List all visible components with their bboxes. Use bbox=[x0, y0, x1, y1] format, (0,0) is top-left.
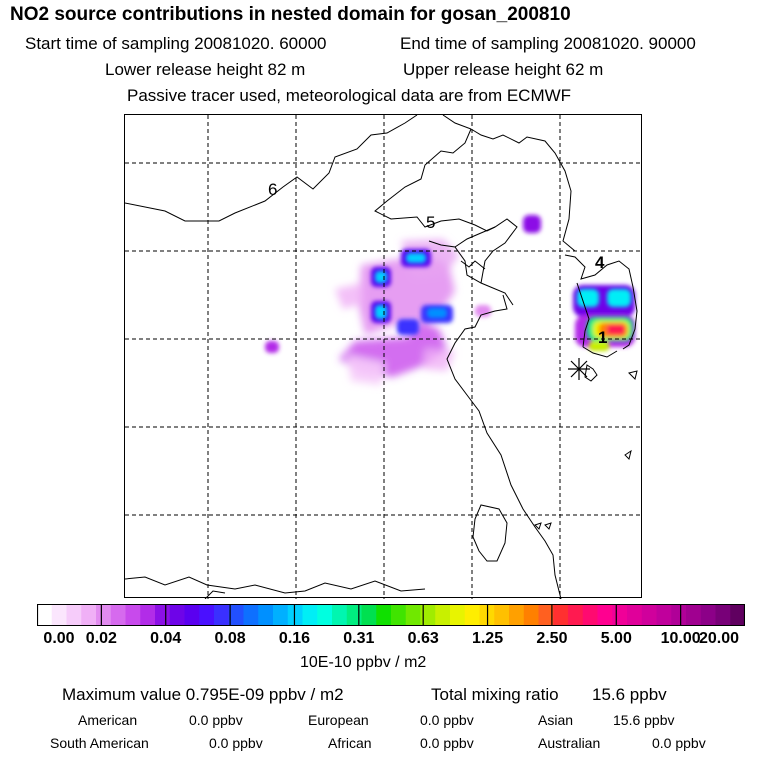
colorbar-swatch bbox=[671, 604, 687, 626]
colorbar-swatch bbox=[169, 604, 186, 626]
colorbar-swatch bbox=[199, 604, 215, 626]
colorbar-swatch bbox=[420, 604, 436, 626]
region-value: 0.0 ppbv bbox=[189, 712, 243, 728]
colorbar-swatch bbox=[405, 604, 422, 626]
region-value: 0.0 ppbv bbox=[652, 735, 706, 751]
colorbar-tick-label: 20.00 bbox=[698, 630, 740, 647]
colorbar-swatch bbox=[553, 604, 569, 626]
region-value: 0.0 ppbv bbox=[420, 735, 474, 751]
colorbar-swatch bbox=[538, 604, 554, 626]
region-value: 0.0 ppbv bbox=[420, 712, 474, 728]
colorbar-tick-label: 1.25 bbox=[471, 630, 504, 647]
colorbar-tick-label: 10.00 bbox=[660, 630, 701, 647]
colorbar-tick-label: 5.00 bbox=[600, 630, 632, 647]
lower-release-height: Lower release height 82 m bbox=[105, 60, 306, 79]
colorbar-swatch bbox=[317, 604, 333, 626]
colorbar-swatch bbox=[568, 604, 584, 626]
chart-title: NO2 source contributions in nested domai… bbox=[10, 4, 571, 25]
colorbar-swatch bbox=[81, 604, 97, 626]
colorbar-tick-label: 0.02 bbox=[85, 630, 117, 647]
maximum-value: Maximum value 0.795E-09 ppbv / m2 bbox=[62, 685, 344, 704]
colorbar-swatch bbox=[51, 604, 68, 626]
plume-field bbox=[265, 215, 635, 385]
colorbar bbox=[37, 604, 745, 626]
region-name: African bbox=[328, 735, 372, 751]
colorbar-swatch bbox=[612, 604, 628, 626]
region-label-4: 4 bbox=[595, 253, 605, 272]
colorbar-swatch bbox=[243, 604, 259, 626]
colorbar-swatch bbox=[464, 604, 481, 626]
colorbar-swatch bbox=[332, 604, 348, 626]
region-value: 0.0 ppbv bbox=[209, 735, 263, 751]
colorbar-swatch bbox=[627, 604, 643, 626]
colorbar-tick-label: 0.04 bbox=[150, 630, 182, 647]
colorbar-outline bbox=[37, 604, 745, 626]
colorbar-tick-label: 0.00 bbox=[43, 630, 75, 647]
colorbar-swatch bbox=[523, 604, 540, 626]
region-name: Asian bbox=[538, 712, 574, 728]
colorbar-swatch bbox=[730, 604, 745, 626]
colorbar-swatch bbox=[435, 604, 451, 626]
colorbar-swatch bbox=[597, 604, 613, 626]
colorbar-swatch bbox=[376, 604, 392, 626]
region-label-5: 5 bbox=[426, 213, 435, 232]
colorbar-swatch bbox=[258, 604, 274, 626]
colorbar-swatch bbox=[228, 604, 245, 626]
colorbar-swatch bbox=[346, 604, 363, 626]
colorbar-swatch bbox=[37, 604, 53, 626]
colorbar-swatch bbox=[700, 604, 717, 626]
colorbar-swatch bbox=[110, 604, 127, 626]
colorbar-swatch bbox=[66, 604, 82, 626]
map-panel: 6 5 4 1 bbox=[124, 114, 643, 599]
colorbar-swatch bbox=[494, 604, 510, 626]
colorbar-tick-label: 0.16 bbox=[278, 630, 311, 647]
total-mixing-label: Total mixing ratio bbox=[431, 685, 559, 704]
region-label-6: 6 bbox=[268, 180, 277, 199]
colorbar-swatch bbox=[686, 604, 702, 626]
colorbar-swatch bbox=[450, 604, 466, 626]
receptor-marker bbox=[568, 358, 590, 380]
colorbar-tick-label: 0.63 bbox=[407, 630, 439, 647]
total-mixing-value: 15.6 ppbv bbox=[592, 685, 667, 704]
colorbar-tick-label: 2.50 bbox=[536, 630, 568, 647]
colorbar-swatch bbox=[656, 604, 672, 626]
region-label-1: 1 bbox=[598, 328, 607, 347]
region-name: Australian bbox=[538, 735, 601, 751]
colorbar-swatch bbox=[509, 604, 525, 626]
upper-release-height: Upper release height 62 m bbox=[403, 60, 604, 79]
colorbar-swatch bbox=[361, 604, 377, 626]
colorbar-tick-label: 0.08 bbox=[214, 630, 246, 647]
colorbar-unit: 10E-10 ppbv / m2 bbox=[300, 654, 427, 671]
grid-lines bbox=[125, 115, 643, 599]
colorbar-swatch bbox=[715, 604, 731, 626]
colorbar-swatch bbox=[155, 604, 171, 626]
region-name: American bbox=[78, 712, 138, 728]
colorbar-swatch bbox=[641, 604, 658, 626]
passive-tracer-note: Passive tracer used, meteorological data… bbox=[127, 86, 572, 105]
colorbar-swatch bbox=[302, 604, 318, 626]
colorbar-swatch bbox=[96, 604, 112, 626]
colorbar-swatch bbox=[125, 604, 141, 626]
coastlines bbox=[125, 115, 638, 599]
colorbar-swatch bbox=[287, 604, 304, 626]
colorbar-swatch bbox=[140, 604, 156, 626]
region-name: South American bbox=[50, 735, 149, 751]
region-name: European bbox=[308, 712, 369, 728]
colorbar-tick-label: 0.31 bbox=[343, 630, 375, 647]
end-time: End time of sampling 20081020. 90000 bbox=[400, 34, 696, 53]
region-value: 15.6 ppbv bbox=[613, 712, 675, 728]
start-time: Start time of sampling 20081020. 60000 bbox=[25, 34, 327, 53]
map-svg: 6 5 4 1 bbox=[125, 115, 643, 599]
colorbar-swatch bbox=[214, 604, 230, 626]
colorbar-swatch bbox=[391, 604, 407, 626]
colorbar-swatch bbox=[273, 604, 289, 626]
colorbar-swatch bbox=[184, 604, 200, 626]
colorbar-swatch bbox=[582, 604, 599, 626]
